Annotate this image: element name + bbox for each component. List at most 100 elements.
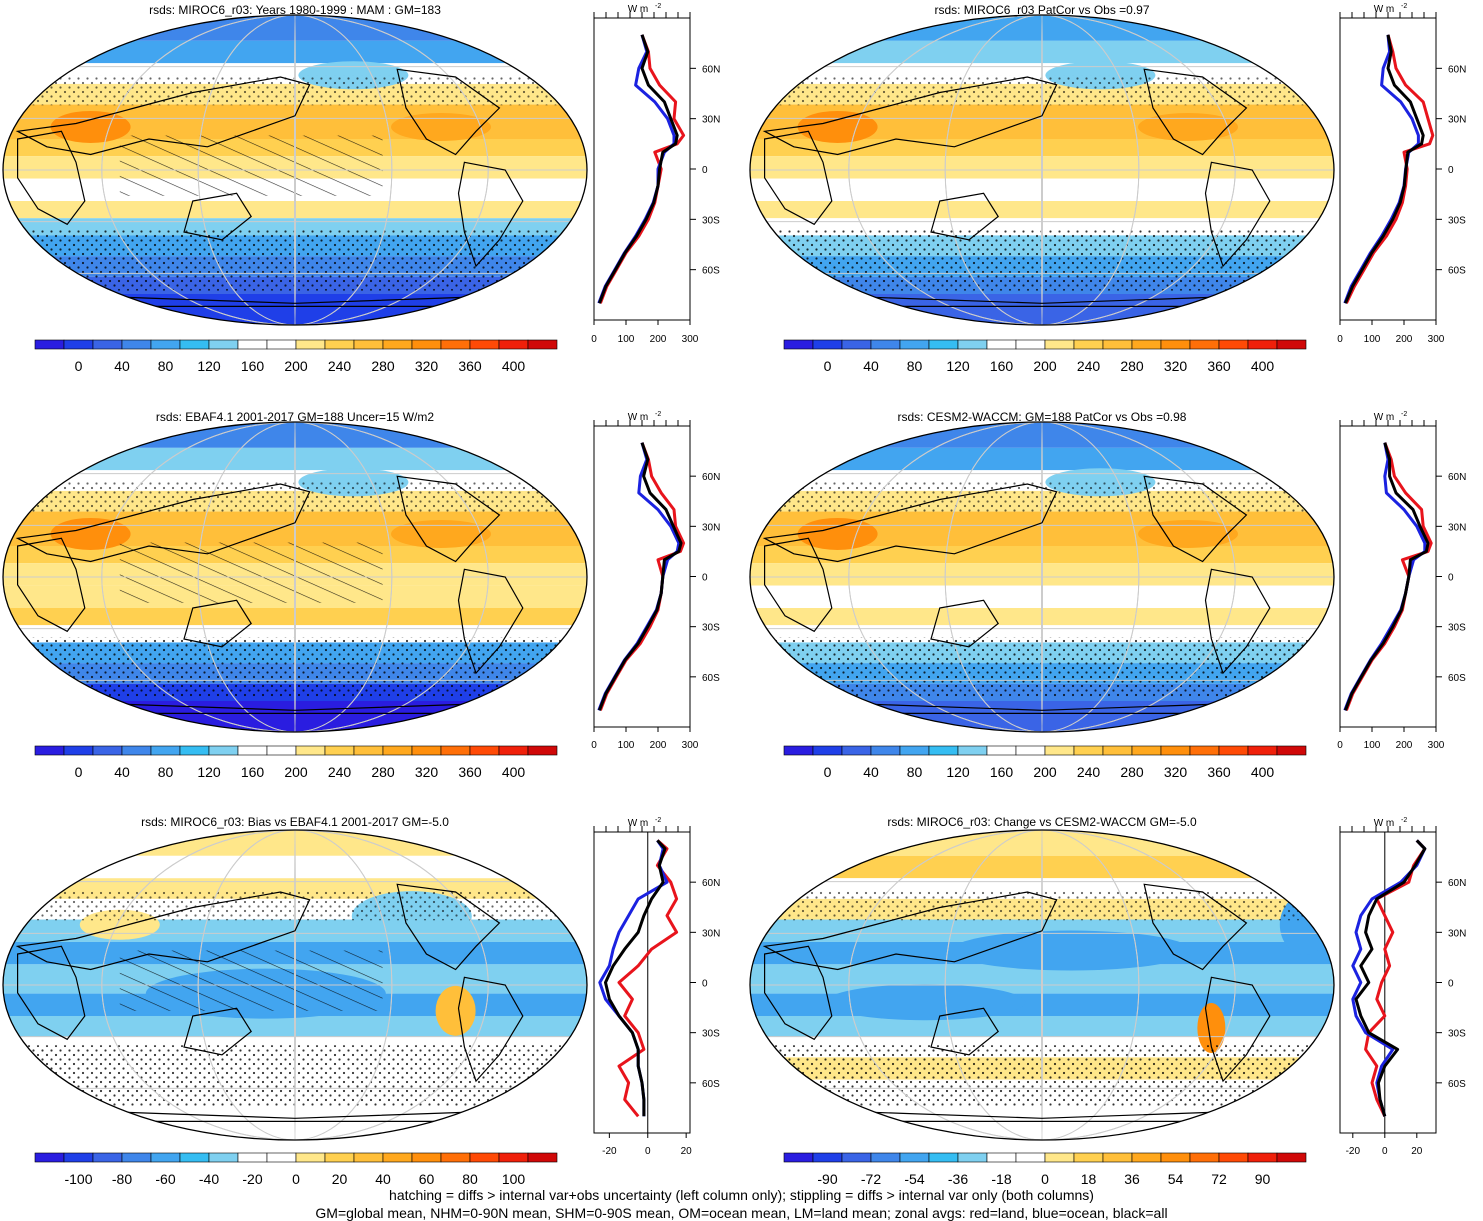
colorbar: 0 40 80 120 160 200 240 280 320 360 400 bbox=[783, 745, 1307, 780]
colorbar-swatch bbox=[928, 1152, 959, 1163]
colorbar-label: 320 bbox=[1164, 358, 1188, 374]
colorbar-swatch bbox=[411, 1152, 442, 1163]
colorbar-label: 80 bbox=[907, 358, 923, 374]
colorbar-swatch bbox=[783, 339, 814, 350]
colorbar-label: 0 bbox=[824, 764, 832, 780]
map-field bbox=[3, 422, 587, 732]
lat-tick-label: 30N bbox=[1448, 522, 1466, 533]
colorbar-label: 360 bbox=[1207, 358, 1231, 374]
map-anomaly bbox=[50, 110, 131, 143]
lat-tick-label: 60S bbox=[1448, 266, 1466, 277]
graticule-lon bbox=[1041, 15, 1043, 325]
colorbar-label: 40 bbox=[375, 1171, 391, 1187]
map-title: rsds: MIROC6_r03: Years 1980-1999 : MAM … bbox=[149, 3, 441, 17]
colorbar-swatch bbox=[34, 745, 65, 756]
profile-x-tick-label: 200 bbox=[1396, 740, 1413, 751]
coastline bbox=[457, 976, 524, 1083]
profile-x-tick-label: 300 bbox=[1428, 740, 1445, 751]
lat-tick-label: 30N bbox=[702, 115, 720, 126]
colorbar-swatch bbox=[382, 339, 413, 350]
colorbar-swatch bbox=[870, 339, 901, 350]
lat-tick-label: 30N bbox=[702, 522, 720, 533]
colorbar-swatch bbox=[121, 1152, 152, 1163]
coastline bbox=[930, 192, 999, 241]
colorbar-swatch bbox=[150, 745, 181, 756]
map-panel-5: rsds: MIROC6_r03: Bias vs EBAF4.1 2001-2… bbox=[2, 815, 588, 1187]
lat-tick-label: 0 bbox=[702, 573, 708, 584]
colorbar-label: 280 bbox=[1120, 358, 1144, 374]
colorbar-label: 400 bbox=[502, 358, 526, 374]
map-border bbox=[2, 829, 588, 1141]
graticule-lon bbox=[944, 830, 1140, 1140]
coastline bbox=[396, 68, 501, 156]
colorbar-label: 200 bbox=[284, 358, 308, 374]
colorbar-label: -54 bbox=[904, 1171, 924, 1187]
colorbar-label: 20 bbox=[332, 1171, 348, 1187]
colorbar-swatch bbox=[498, 339, 529, 350]
profile-units-exp: -2 bbox=[655, 3, 661, 10]
colorbar-swatch bbox=[63, 339, 94, 350]
colorbar-swatch bbox=[1247, 339, 1278, 350]
colorbar-label: 320 bbox=[415, 764, 439, 780]
colorbar-swatch bbox=[92, 339, 123, 350]
zonal-line-land bbox=[1364, 839, 1427, 1117]
colorbar-swatch bbox=[382, 1152, 413, 1163]
hatching bbox=[119, 950, 383, 1011]
colorbar-label: -20 bbox=[242, 1171, 262, 1187]
graticule-lon bbox=[848, 15, 1236, 325]
colorbar-label: 90 bbox=[1255, 1171, 1271, 1187]
lat-tick-label: 30S bbox=[702, 623, 720, 634]
lat-tick-label: 30N bbox=[1448, 115, 1466, 126]
colorbar-label: -90 bbox=[817, 1171, 837, 1187]
profile-x-tick-label: 200 bbox=[650, 740, 667, 751]
zonal-profile-6: W m -2 60N 30N 0 30S 60S -20 0 20 bbox=[1339, 817, 1466, 1157]
map-border bbox=[2, 421, 588, 733]
colorbar-swatch bbox=[1102, 339, 1133, 350]
zonal-line-all bbox=[604, 839, 667, 1117]
map-title: rsds: EBAF4.1 2001-2017 GM=188 Uncer=15 … bbox=[156, 410, 434, 424]
graticule-lon bbox=[294, 830, 296, 1140]
map-field bbox=[3, 15, 587, 325]
lat-tick-label: 30N bbox=[702, 928, 720, 939]
colorbar-label: 72 bbox=[1211, 1171, 1227, 1187]
colorbar-label: 400 bbox=[502, 764, 526, 780]
colorbar-swatch bbox=[899, 745, 930, 756]
colorbar-swatch bbox=[150, 339, 181, 350]
colorbar-swatch bbox=[237, 745, 268, 756]
lat-tick-label: 60S bbox=[1448, 1079, 1466, 1090]
coastline bbox=[183, 599, 252, 648]
colorbar-swatch bbox=[783, 1152, 814, 1163]
colorbar-swatch bbox=[812, 745, 843, 756]
colorbar-label: 40 bbox=[863, 764, 879, 780]
colorbar-swatch bbox=[295, 339, 326, 350]
colorbar-swatch bbox=[928, 339, 959, 350]
map-anomaly bbox=[1138, 112, 1238, 141]
coastline bbox=[764, 945, 833, 1041]
map-anomaly bbox=[951, 930, 1192, 971]
profile-x-tick-label: 300 bbox=[1428, 334, 1445, 345]
colorbar-swatch bbox=[63, 745, 94, 756]
zonal-line-all bbox=[597, 34, 679, 304]
colorbar-swatch bbox=[469, 339, 500, 350]
colorbar-label: 80 bbox=[158, 764, 174, 780]
coastline bbox=[1204, 976, 1271, 1083]
profile-x-tick-label: 20 bbox=[1411, 1146, 1423, 1157]
map-anomaly bbox=[50, 517, 131, 550]
graticule-lon bbox=[101, 422, 489, 732]
map-border bbox=[749, 829, 1335, 1141]
colorbar-label: 360 bbox=[458, 358, 482, 374]
colorbar-swatch bbox=[440, 1152, 471, 1163]
colorbar-swatch bbox=[527, 1152, 558, 1163]
colorbar-swatch bbox=[841, 1152, 872, 1163]
colorbar-swatch bbox=[179, 745, 210, 756]
lat-tick-label: 30S bbox=[702, 1029, 720, 1040]
profile-units-exp: -2 bbox=[1401, 411, 1407, 418]
profile-frame bbox=[1339, 425, 1437, 728]
colorbar-swatch bbox=[295, 1152, 326, 1163]
graticule-lon bbox=[101, 830, 489, 1140]
colorbar-label: 120 bbox=[197, 764, 221, 780]
map-panel-3: rsds: EBAF4.1 2001-2017 GM=188 Uncer=15 … bbox=[2, 410, 588, 780]
lat-tick-label: 30S bbox=[1448, 623, 1466, 634]
coastline bbox=[1143, 68, 1248, 156]
